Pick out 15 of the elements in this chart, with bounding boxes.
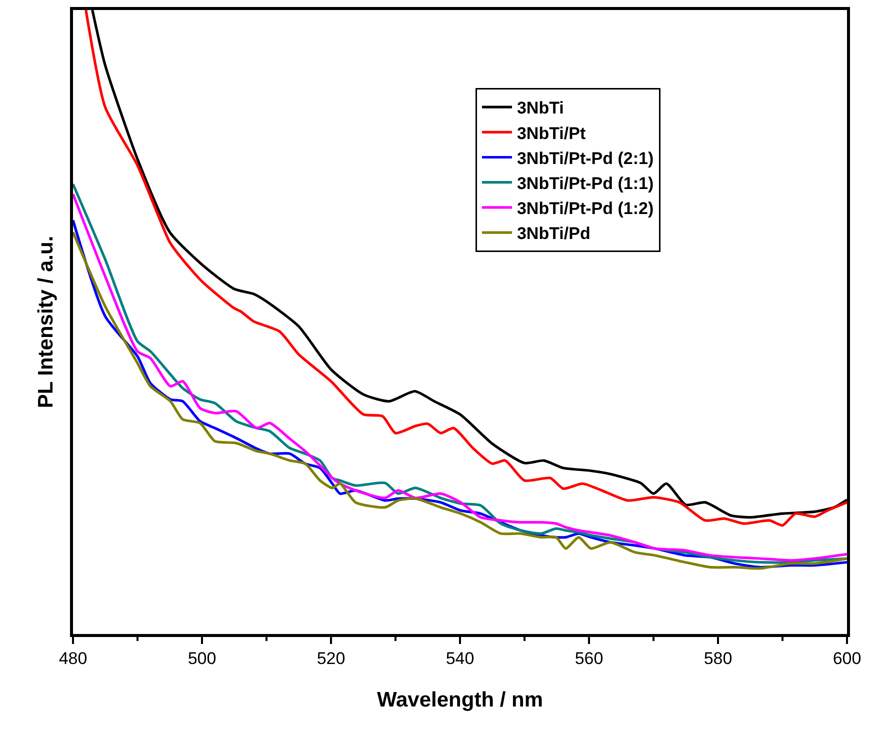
x-tick-label: 520 (316, 649, 346, 668)
x-tick-label: 580 (704, 649, 732, 668)
legend-label: 3NbTi/Pt-Pd (2:1) (516, 148, 654, 168)
x-tick-label: 600 (832, 649, 862, 668)
legend-label: 3NbTi/Pd (516, 224, 590, 244)
legend-label: 3NbTi/Pt-Pd (1:1) (516, 174, 654, 193)
x-tick-label: 540 (446, 649, 474, 668)
legend-label: 3NbTi/Pt-Pd (1:2) (516, 199, 654, 218)
x-tick-label: 480 (58, 649, 88, 668)
y-axis-title: PL Intensity / a.u. (34, 236, 58, 408)
legend-label: 3NbTi/Pt (516, 124, 586, 143)
legend-label: 3NbTi (516, 98, 564, 118)
x-tick-label: 500 (188, 649, 216, 668)
x-axis-title: Wavelength / nm (376, 688, 544, 712)
x-tick-label: 560 (574, 649, 604, 668)
